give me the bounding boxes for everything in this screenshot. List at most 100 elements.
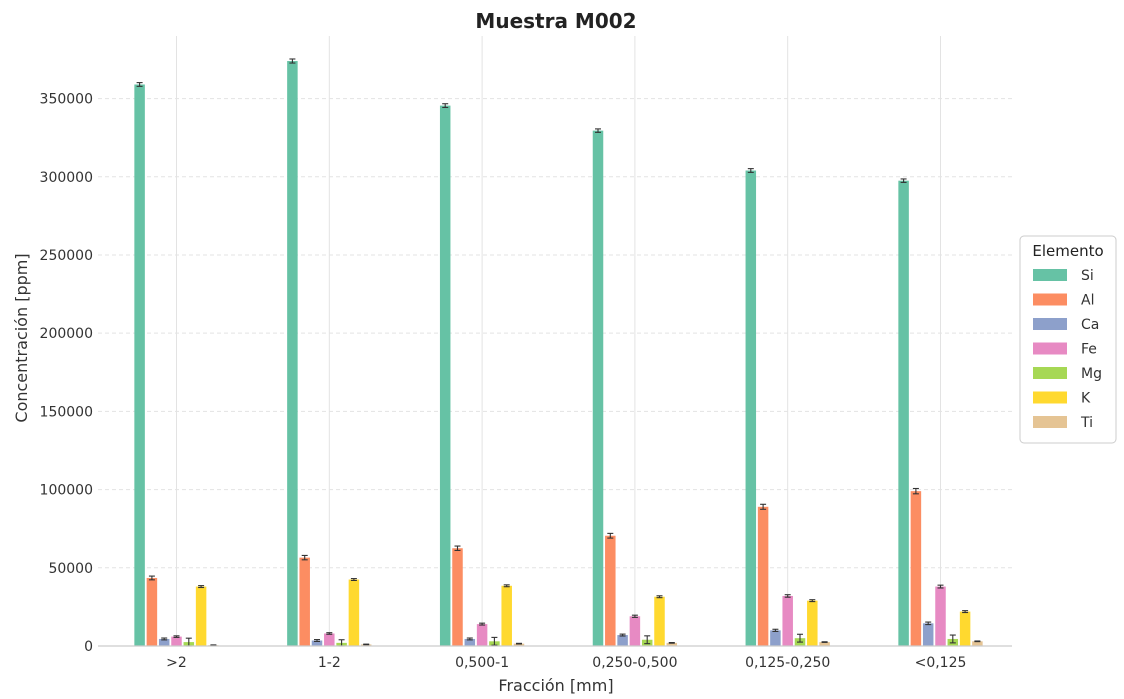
legend-swatch: [1033, 269, 1067, 281]
error-bar: [619, 633, 626, 637]
bar-ca: [158, 638, 170, 646]
bar-k: [195, 586, 207, 646]
error-bar: [350, 578, 357, 582]
legend-swatch: [1033, 367, 1067, 379]
error-bar: [772, 628, 779, 633]
legend-swatch: [1033, 318, 1067, 330]
bar-al: [452, 548, 463, 646]
bar-k: [501, 585, 512, 646]
x-tick-label: 0,500-1: [455, 655, 509, 671]
error-bar: [301, 554, 308, 561]
bar-fe: [476, 624, 488, 646]
bar-al: [605, 535, 616, 646]
y-tick-label: 50000: [48, 561, 93, 577]
error-bar: [962, 610, 969, 614]
error-bar: [454, 545, 461, 551]
x-axis: >2 1-2 0,500-1 0,250-0,500 0,125-0,250 <0,125: [166, 655, 966, 671]
error-bar: [161, 637, 168, 641]
legend-item-mg: Mg: [1033, 366, 1102, 382]
y-tick-label: 100000: [40, 483, 93, 499]
bar-al: [910, 491, 922, 646]
bar-fe: [171, 636, 182, 646]
error-bar: [656, 595, 663, 599]
y-tick-label: 200000: [40, 326, 93, 342]
y-tick-label: 250000: [40, 248, 93, 264]
bar-fe: [935, 586, 946, 646]
bar-k: [959, 611, 971, 646]
bar-si: [287, 61, 298, 647]
bar-si: [439, 105, 451, 647]
error-bar: [148, 575, 155, 581]
bar-al: [299, 557, 310, 646]
legend-item-al: Al: [1033, 293, 1094, 309]
legend-label: Mg: [1081, 366, 1102, 382]
error-bar: [289, 58, 296, 64]
legend-label: Al: [1081, 293, 1094, 309]
error-bar: [797, 633, 803, 643]
error-bar: [668, 642, 675, 644]
bar-ca: [464, 638, 476, 646]
error-bar: [912, 487, 919, 495]
x-tick-label: >2: [166, 655, 187, 671]
bar-k: [807, 600, 818, 646]
error-bar: [949, 634, 956, 644]
error-bar: [173, 635, 180, 638]
error-bar: [442, 103, 449, 109]
error-bar: [466, 637, 473, 641]
x-tick-label: <0,125: [915, 655, 967, 671]
error-bar: [136, 82, 143, 87]
x-tick-label: 1-2: [318, 655, 341, 671]
error-bar: [925, 621, 932, 626]
error-bars: [136, 58, 981, 647]
y-axis-label: Concentración [ppm]: [12, 253, 31, 422]
bar-fe: [629, 616, 641, 646]
x-axis-label: Fracción [mm]: [498, 676, 613, 695]
legend: Elemento Si Al Ca Fe Mg K Ti: [1019, 235, 1117, 444]
bars: [134, 61, 983, 647]
bar-k: [348, 579, 360, 646]
error-bar: [821, 641, 828, 643]
error-bar: [491, 636, 498, 646]
legend-item-k: K: [1033, 391, 1091, 407]
bar-k: [654, 596, 665, 646]
bar-si: [134, 84, 145, 646]
bar-si: [745, 170, 757, 646]
grid: [98, 36, 1012, 646]
error-bar: [595, 128, 601, 133]
legend-swatch: [1033, 342, 1067, 355]
error-bar: [198, 585, 205, 589]
bar-ca: [922, 623, 934, 646]
legend-frame: [1019, 235, 1117, 444]
legend-label: Ti: [1080, 415, 1093, 431]
bar-ca: [311, 640, 323, 646]
error-bar: [314, 639, 320, 643]
error-bar: [760, 503, 767, 510]
legend-label: Fe: [1081, 342, 1097, 358]
error-bar: [747, 168, 754, 173]
error-bar: [326, 632, 333, 635]
legend-item-fe: Fe: [1033, 342, 1097, 358]
bar-ti: [819, 642, 830, 646]
error-bar: [607, 532, 614, 539]
error-bar: [503, 584, 510, 588]
bar-al: [757, 506, 769, 646]
bar-ti: [666, 642, 678, 646]
legend-swatch: [1033, 391, 1067, 404]
y-tick-label: 0: [84, 639, 93, 655]
bar-ca: [617, 635, 628, 646]
error-bar: [809, 599, 816, 603]
y-tick-label: 350000: [40, 92, 93, 108]
legend-items: Si Al Ca Fe Mg K Ti: [1033, 268, 1102, 431]
legend-swatch: [1033, 293, 1067, 306]
error-bar: [974, 640, 981, 643]
x-tick-label: 0,125-0,250: [745, 655, 830, 671]
legend-label: K: [1081, 391, 1091, 407]
bar-fe: [782, 595, 793, 646]
error-bar: [644, 635, 651, 645]
bar-ca: [770, 630, 781, 646]
chart-title: Muestra M002: [475, 9, 636, 33]
bar-si: [898, 180, 909, 646]
legend-label: Ca: [1081, 317, 1099, 333]
y-tick-label: 300000: [40, 170, 93, 186]
error-bar: [363, 643, 370, 646]
